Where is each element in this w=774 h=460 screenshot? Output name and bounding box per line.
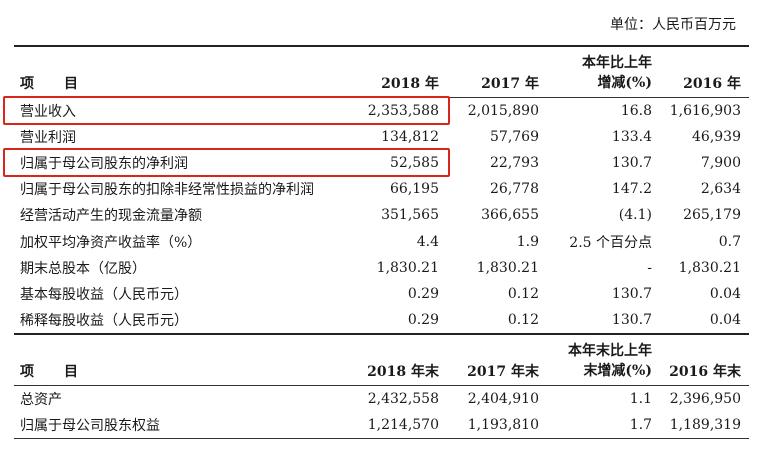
table-row: 期末总股本（亿股） 1,830.21 1,830.21 - 1,830.21 <box>14 255 749 281</box>
cell-change: 130.7 <box>611 155 652 172</box>
table1-body: 营业收入 2,353,588 2,015,890 16.8 1,616,903 营业利润 1… <box>3 96 749 333</box>
cell-2018: 2,432,558 <box>367 390 439 407</box>
cell-change: 133.4 <box>611 129 652 146</box>
cell-2016: 2,634 <box>700 181 741 198</box>
cell-change: (4.1) <box>618 207 652 224</box>
cell-2016: 1,616,903 <box>669 103 741 120</box>
cell-2018: 52,585 <box>390 155 439 172</box>
table-row: 基本每股收益（人民币元） 0.29 0.12 130.7 0.04 <box>14 281 749 307</box>
cell-2016: 7,900 <box>700 155 741 172</box>
table-row: 归属于母公司股东的扣除非经常性损益的净利润 66,195 26,778 147.2 2,… <box>14 176 749 202</box>
cell-change: - <box>647 259 652 276</box>
cell-2016: 265,179 <box>683 207 741 224</box>
row-label: 期末总股本（亿股） <box>20 260 146 277</box>
cell-2017: 1,193,810 <box>467 416 539 433</box>
row-label: 总资产 <box>20 391 62 408</box>
cell-change: 1.1 <box>629 390 652 407</box>
cell-change: 130.7 <box>611 285 652 302</box>
row-label: 经营活动产生的现金流量净额 <box>20 208 202 225</box>
cell-2017: 2,015,890 <box>467 103 539 120</box>
cell-2016: 1,830.21 <box>678 259 741 276</box>
table2-body: 总资产 2,432,558 2,404,910 1.1 2,396,950 归属于母公司股… <box>14 386 749 440</box>
header-item: 项目 <box>20 76 78 92</box>
table-row: 总资产 2,432,558 2,404,910 1.1 2,396,950 <box>14 386 749 412</box>
header-change-end: 本年末比上年 末增减(%) <box>568 342 652 379</box>
cell-2017: 2,404,910 <box>467 390 539 407</box>
cell-2016: 2,396,950 <box>669 390 741 407</box>
cell-2016: 0.7 <box>718 233 741 250</box>
cell-change: 130.7 <box>611 311 652 328</box>
cell-2017: 1,830.21 <box>476 259 539 276</box>
table-top-rule <box>14 45 749 47</box>
row-label: 稀释每股收益（人民币元） <box>20 312 188 329</box>
cell-2018: 0.29 <box>407 311 439 328</box>
row-label: 归属于母公司股东的净利润 <box>20 156 188 173</box>
section-separator <box>14 332 749 335</box>
cell-2017: 366,655 <box>481 207 539 224</box>
cell-2016: 0.04 <box>709 311 741 328</box>
cell-2018: 66,195 <box>390 181 439 198</box>
cell-2017: 26,778 <box>490 181 539 198</box>
row-label: 营业利润 <box>20 130 76 147</box>
cell-2017: 1.9 <box>516 233 539 250</box>
cell-2017: 22,793 <box>490 155 539 172</box>
table-row: 经营活动产生的现金流量净额 351,565 366,655 (4.1) 265,179 <box>14 202 749 228</box>
row-label: 归属于母公司股东权益 <box>20 417 160 434</box>
row-label: 基本每股收益（人民币元） <box>20 286 188 303</box>
row-label: 营业收入 <box>20 104 76 121</box>
cell-change: 2.5 个百分点 <box>569 234 652 251</box>
cell-change: 147.2 <box>611 181 652 198</box>
cell-2018: 134,812 <box>381 129 439 146</box>
financial-table: 项目 2018 年 2017 年 本年比上年 增减(%) 2016 年 营业收入 2… <box>3 45 749 440</box>
cell-2018: 1,214,570 <box>367 416 439 433</box>
row-label: 归属于母公司股东的扣除非经常性损益的净利润 <box>20 182 314 199</box>
cell-2017: 0.12 <box>507 285 539 302</box>
cell-2018: 2,353,588 <box>367 103 439 120</box>
header-2016-end: 2016 年末 <box>669 363 741 380</box>
cell-change: 16.8 <box>620 103 652 120</box>
cell-2017: 57,769 <box>490 129 539 146</box>
table-row: 加权平均净资产收益率（%） 4.4 1.9 2.5 个百分点 0.7 <box>14 228 749 254</box>
table-row: 稀释每股收益（人民币元） 0.29 0.12 130.7 0.04 <box>14 307 749 333</box>
row-label: 加权平均净资产收益率（%） <box>20 234 202 251</box>
header-2018: 2018 年 <box>381 76 439 92</box>
table-row: 归属于母公司股东权益 1,214,570 1,193,810 1.7 1,189,319 <box>14 412 749 438</box>
table-row: 营业收入 2,353,588 2,015,890 16.8 1,616,903 <box>3 96 749 126</box>
table1-header: 项目 2018 年 2017 年 本年比上年 增减(%) 2016 年 <box>14 47 749 98</box>
table-row: 营业利润 134,812 57,769 133.4 46,939 <box>14 124 749 150</box>
header-item: 项目 <box>20 363 78 380</box>
unit-label: 单位：人民币百万元 <box>610 17 736 33</box>
table-row: 归属于母公司股东的净利润 52,585 22,793 130.7 7,900 <box>3 148 749 178</box>
cell-2018: 0.29 <box>407 285 439 302</box>
cell-2017: 0.12 <box>507 311 539 328</box>
header-2017-end: 2017 年末 <box>467 363 539 380</box>
cell-2016: 46,939 <box>692 129 741 146</box>
header-2017: 2017 年 <box>481 76 539 92</box>
header-change: 本年比上年 增减(%) <box>582 55 652 91</box>
table2-header: 项目 2018 年末 2017 年末 本年末比上年 末增减(%) 2016 年末 <box>14 335 749 386</box>
cell-2018: 351,565 <box>381 207 439 224</box>
cell-2018: 1,830.21 <box>376 259 439 276</box>
cell-2018: 4.4 <box>416 233 439 250</box>
cell-change: 1.7 <box>629 416 652 433</box>
header-2018-end: 2018 年末 <box>367 363 439 380</box>
cell-2016: 1,189,319 <box>669 416 741 433</box>
cell-2016: 0.04 <box>709 285 741 302</box>
header-2016: 2016 年 <box>683 76 741 92</box>
